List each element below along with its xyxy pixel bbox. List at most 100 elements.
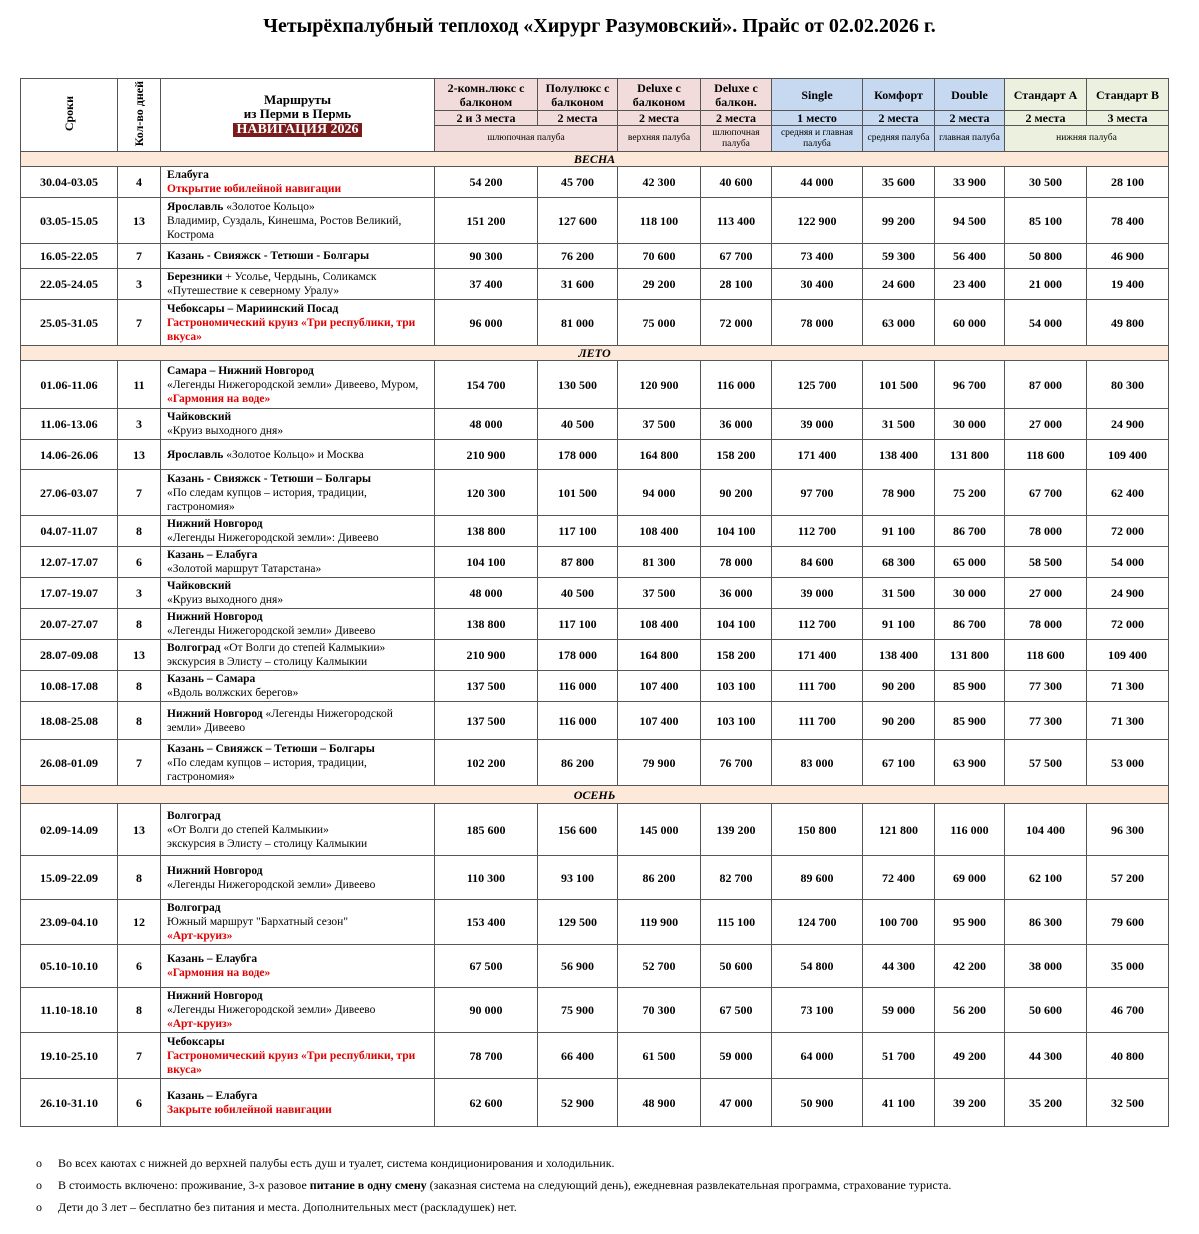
route-line: «Круиз выходного дня» xyxy=(167,424,428,438)
price: 40 500 xyxy=(537,577,618,609)
price: 42 200 xyxy=(934,944,1005,988)
route-line: Самара – Нижний Новгород xyxy=(167,364,428,378)
price: 86 200 xyxy=(537,739,618,786)
price: 64 000 xyxy=(771,1032,863,1079)
price: 104 100 xyxy=(700,608,772,640)
price: 90 200 xyxy=(700,469,772,516)
price: 101 500 xyxy=(862,360,935,409)
route-row: 20.07-27.07 8 Нижний Новгород «Легенды Ниже… xyxy=(20,608,1169,640)
route-text: «Круиз выходного дня» xyxy=(167,594,284,606)
route-line: экскурсия в Элисту – столицу Калмыкии xyxy=(167,837,428,851)
price: 83 000 xyxy=(771,739,863,786)
price: 113 400 xyxy=(700,197,772,244)
price: 137 500 xyxy=(434,701,538,740)
price: 24 600 xyxy=(862,268,935,300)
price: 158 200 xyxy=(700,639,772,671)
dates-header: Сроки xyxy=(20,78,118,152)
price: 37 400 xyxy=(434,268,538,300)
cabin-places: 2 места xyxy=(934,110,1005,126)
route-row: 18.08-25.08 8 Нижний Новгород «Легенды Ниж… xyxy=(20,701,1169,740)
route-row: 26.08-01.09 7 Казань – Свияжск – Тетюши – … xyxy=(20,739,1169,786)
price: 41 100 xyxy=(862,1078,935,1127)
route-text: Нижний Новгород xyxy=(167,864,263,877)
price: 125 700 xyxy=(771,360,863,409)
route-line: Волгоград «От Волги до степей Калмыкии» xyxy=(167,641,428,655)
price: 65 000 xyxy=(934,546,1005,578)
cabin-name: Double xyxy=(934,78,1005,111)
route-text: Чайковский xyxy=(167,411,232,423)
cabin-name: Single xyxy=(771,78,863,111)
price: 62 400 xyxy=(1086,469,1169,516)
route-text: «Путешествие к северному Уралу» xyxy=(167,285,340,297)
season-name: ОСЕНЬ xyxy=(20,785,1169,804)
route-row: 11.10-18.10 8 Нижний Новгород «Легенды Ниже… xyxy=(20,987,1169,1033)
price: 107 400 xyxy=(617,670,701,702)
price: 28 100 xyxy=(1086,166,1169,198)
price: 44 300 xyxy=(1004,1032,1087,1079)
route: Нижний Новгород «Легенды Нижегородской зе… xyxy=(160,987,435,1033)
route: Елабуга Открытие юбилейной навигации xyxy=(160,166,435,198)
dates-header-text: Сроки xyxy=(62,95,76,132)
price: 47 000 xyxy=(700,1078,772,1127)
route-line: Казань – Самара xyxy=(167,672,428,686)
route-text: Самара – Нижний Новгород xyxy=(167,364,314,377)
route: Нижний Новгород «Легенды Нижегородской зе… xyxy=(160,515,435,547)
season-name: ВЕСНА xyxy=(20,151,1169,167)
price: 33 900 xyxy=(934,166,1005,198)
price: 19 400 xyxy=(1086,268,1169,300)
route-header: Маршруты из Перми в Пермь НАВИГАЦИЯ 2026 xyxy=(160,78,435,152)
route-line: Гастрономический круиз «Три республики, … xyxy=(167,316,428,344)
price: 131 800 xyxy=(934,639,1005,671)
price: 77 300 xyxy=(1004,701,1087,740)
route-line: Чебоксары xyxy=(167,1035,428,1049)
route: Казань – Самара «Вдоль волжских берегов» xyxy=(160,670,435,702)
route-line: Нижний Новгород xyxy=(167,989,428,1003)
price: 48 000 xyxy=(434,577,538,609)
days: 8 xyxy=(117,608,161,640)
header-row: Сроки Кол-во дней Маршруты из Перми в Пермь… xyxy=(20,78,1169,152)
price: 127 600 xyxy=(537,197,618,244)
price: 112 700 xyxy=(771,608,863,640)
route-line: Волгоград xyxy=(167,901,428,915)
route-line: «Арт-круиз» xyxy=(167,929,428,943)
route-text: «Золотое Кольцо» xyxy=(223,200,315,213)
price: 124 700 xyxy=(771,899,863,945)
price: 40 500 xyxy=(537,408,618,440)
season-row: ВЕСНА xyxy=(20,151,1169,167)
price: 91 100 xyxy=(862,515,935,547)
route-line: Нижний Новгород xyxy=(167,517,428,531)
price: 158 200 xyxy=(700,439,772,470)
price: 116 000 xyxy=(934,803,1005,856)
price: 36 000 xyxy=(700,408,772,440)
price: 131 800 xyxy=(934,439,1005,470)
price: 164 800 xyxy=(617,439,701,470)
route-text: «Легенды Нижегородской земли» Дивеево xyxy=(167,878,376,891)
route-line: «Легенды Нижегородской земли» Дивеево xyxy=(167,1003,428,1017)
dates: 20.07-27.07 xyxy=(20,608,118,640)
price: 71 300 xyxy=(1086,701,1169,740)
route-line: «Гармония на воде» xyxy=(167,966,428,980)
price: 117 100 xyxy=(537,515,618,547)
days: 7 xyxy=(117,299,161,346)
route: Нижний Новгород «Легенды Нижегородской зе… xyxy=(160,855,435,900)
note-text: Во всех каютах с нижней до верхней палуб… xyxy=(58,1156,615,1170)
route-row: 01.06-11.06 11 Самара – Нижний Новгород «Ле… xyxy=(20,360,1169,409)
route-line: «По следам купцов – история, традиции, г… xyxy=(167,756,428,784)
route-text: «Вдоль волжских берегов» xyxy=(167,687,299,699)
price: 116 000 xyxy=(537,670,618,702)
route-text: Березники xyxy=(167,271,223,283)
route-line: Казань - Свияжск - Тетюши - Болгары xyxy=(167,249,428,263)
days-header: Кол-во дней xyxy=(117,78,161,152)
route: Волгоград «От Волги до степей Калмыкии» э… xyxy=(160,639,435,671)
route-line: Нижний Новгород xyxy=(167,610,428,624)
route-text: Казань – Свияжск – Тетюши – Болгары xyxy=(167,742,375,755)
price: 39 000 xyxy=(771,408,863,440)
price: 23 400 xyxy=(934,268,1005,300)
route-line: «Легенды Нижегородской земли» Дивеево xyxy=(167,878,428,892)
price: 35 200 xyxy=(1004,1078,1087,1127)
price: 67 700 xyxy=(700,243,772,269)
days: 6 xyxy=(117,1078,161,1127)
price: 30 000 xyxy=(934,577,1005,609)
route-line: Открытие юбилейной навигации xyxy=(167,182,428,196)
cabin-name: Deluxe с балкон. xyxy=(700,78,772,111)
